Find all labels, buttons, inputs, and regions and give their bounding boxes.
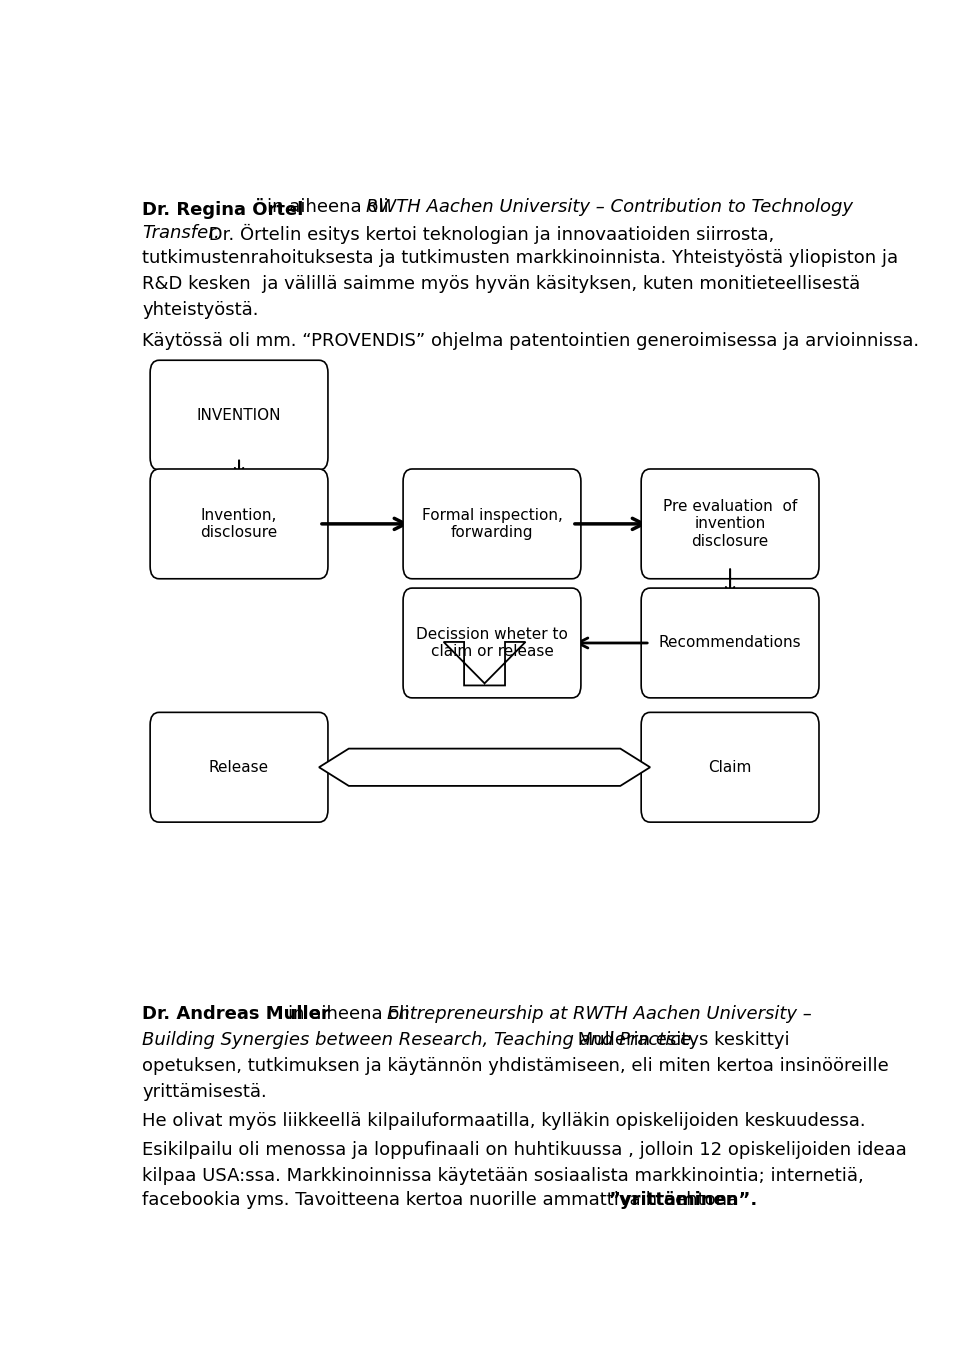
FancyBboxPatch shape <box>150 713 328 822</box>
Text: opetuksen, tutkimuksen ja käytännön yhdistämiseen, eli miten kertoa insinööreill: opetuksen, tutkimuksen ja käytännön yhdi… <box>142 1057 889 1075</box>
Polygon shape <box>444 642 525 686</box>
FancyBboxPatch shape <box>641 588 819 698</box>
Text: RWTH Aachen University – Contribution to Technology: RWTH Aachen University – Contribution to… <box>366 198 853 215</box>
Polygon shape <box>319 749 650 785</box>
Text: Entrepreneurship at RWTH Aachen University –: Entrepreneurship at RWTH Aachen Universi… <box>387 1006 811 1024</box>
FancyBboxPatch shape <box>641 713 819 822</box>
Text: ”yrittäminen”.: ”yrittäminen”. <box>609 1190 758 1209</box>
Text: Release: Release <box>209 760 269 775</box>
Text: Decission wheter to
claim or release: Decission wheter to claim or release <box>416 627 568 659</box>
FancyBboxPatch shape <box>150 469 328 578</box>
Text: kilpaa USA:ssa. Markkinoinnissa käytetään sosiaalista markkinointia; internetiä,: kilpaa USA:ssa. Markkinoinnissa käytetää… <box>142 1167 864 1185</box>
FancyBboxPatch shape <box>403 588 581 698</box>
Text: Pre evaluation  of
invention
disclosure: Pre evaluation of invention disclosure <box>663 499 797 549</box>
Text: He olivat myös liikkeellä kilpailuformaatilla, kylläkin opiskelijoiden keskuudes: He olivat myös liikkeellä kilpailuformaa… <box>142 1112 866 1130</box>
Text: Dr. Regina Örtel: Dr. Regina Örtel <box>142 198 303 219</box>
Text: in aiheena oli: in aiheena oli <box>268 198 395 215</box>
Text: yrittämisestä.: yrittämisestä. <box>142 1083 267 1102</box>
Text: Recommendations: Recommendations <box>659 635 802 651</box>
Text: Formal inspection,
forwarding: Formal inspection, forwarding <box>421 507 563 541</box>
Text: INVENTION: INVENTION <box>197 408 281 422</box>
Text: in aiheena oli: in aiheena oli <box>288 1006 416 1024</box>
Text: Building Synergies between Research, Teaching and Practice.: Building Synergies between Research, Tea… <box>142 1032 697 1049</box>
Text: Dr. Örtelin esitys kertoi teknologian ja innovaatioiden siirrosta,: Dr. Örtelin esitys kertoi teknologian ja… <box>203 223 774 243</box>
Text: facebookia yms. Tavoitteena kertoa nuorille ammattivaihtoehtona: facebookia yms. Tavoitteena kertoa nuori… <box>142 1190 744 1209</box>
Text: Dr. Andreas Muller: Dr. Andreas Muller <box>142 1006 330 1024</box>
Text: tutkimustenrahoituksesta ja tutkimusten markkinoinnista. Yhteistyöstä yliopiston: tutkimustenrahoituksesta ja tutkimusten … <box>142 249 899 268</box>
FancyBboxPatch shape <box>641 469 819 578</box>
Text: Invention,
disclosure: Invention, disclosure <box>201 507 277 541</box>
Text: yhteistyöstä.: yhteistyöstä. <box>142 301 259 319</box>
FancyBboxPatch shape <box>403 469 581 578</box>
Text: Transfer.: Transfer. <box>142 223 220 242</box>
Text: R&D kesken  ja välillä saimme myös hyvän käsityksen, kuten monitieteellisestä: R&D kesken ja välillä saimme myös hyvän … <box>142 276 860 293</box>
Text: Esikilpailu oli menossa ja loppufinaali on huhtikuussa , jolloin 12 opiskelijoid: Esikilpailu oli menossa ja loppufinaali … <box>142 1141 907 1159</box>
Text: Claim: Claim <box>708 760 752 775</box>
FancyBboxPatch shape <box>150 360 328 469</box>
Text: Mullerin esitys keskittyi: Mullerin esitys keskittyi <box>572 1032 790 1049</box>
Text: Käytössä oli mm. “PROVENDIS” ohjelma patentointien generoimisessa ja arvioinniss: Käytössä oli mm. “PROVENDIS” ohjelma pat… <box>142 332 920 350</box>
